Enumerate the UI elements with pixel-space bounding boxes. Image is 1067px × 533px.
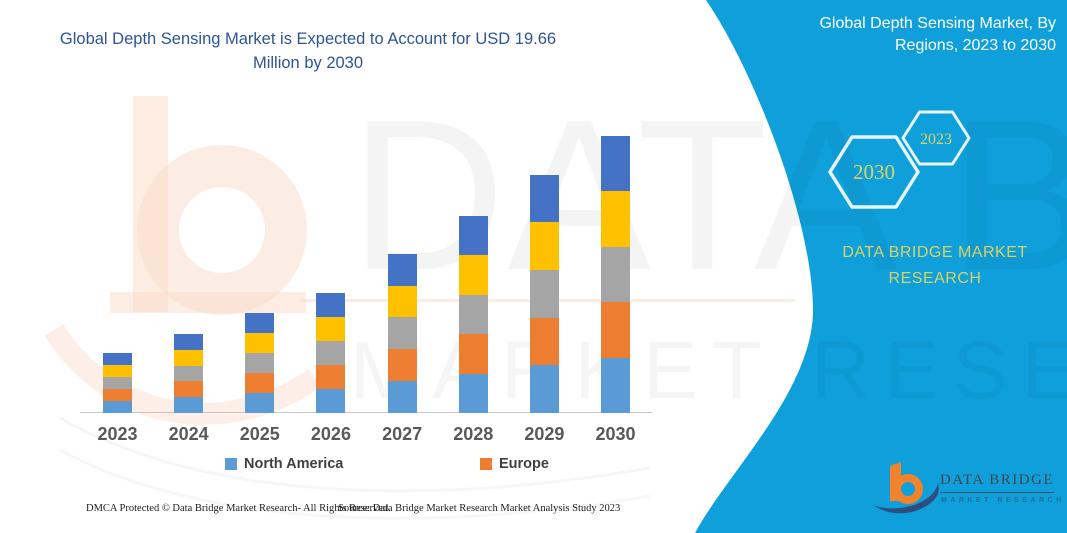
legend-label-north-america: North America xyxy=(244,456,344,472)
bar-2024-segment-Europe xyxy=(174,381,204,398)
bar-2026-segment-unlabeled-region-yellow xyxy=(316,317,346,342)
bar-2025-segment-unlabeled-region-yellow xyxy=(245,332,275,353)
x-axis-label-2027: 2027 xyxy=(382,424,423,444)
bar-2030-segment-unlabeled-region-gray xyxy=(601,246,631,303)
panel-title-line1: Global Depth Sensing Market, By xyxy=(819,15,1056,32)
bar-2023-segment-unlabeled-region-darkblue xyxy=(103,353,132,366)
legend-item-north-america: North America xyxy=(225,456,343,472)
blue-panel-shape xyxy=(695,0,1067,533)
hexagon-2023-label: 2023 xyxy=(920,131,952,148)
bar-2026-segment-unlabeled-region-darkblue xyxy=(316,293,346,318)
hexagon-2030-label: 2030 xyxy=(853,160,895,184)
bar-2029-segment-unlabeled-region-yellow xyxy=(529,222,559,271)
bar-2027-segment-unlabeled-region-gray xyxy=(387,317,417,350)
bar-2025-segment-Europe xyxy=(245,372,275,393)
databridge-logo-icon xyxy=(873,462,939,514)
bar-2025-segment-unlabeled-region-gray xyxy=(245,352,275,373)
x-axis-label-2024: 2024 xyxy=(168,424,209,444)
x-axis-label-2023: 2023 xyxy=(97,424,138,444)
hexagon-2023 xyxy=(901,110,971,166)
bar-2028-segment-unlabeled-region-darkblue xyxy=(458,215,488,256)
bar-2026-segment-unlabeled-region-gray xyxy=(316,341,346,366)
bar-2025-segment-North America xyxy=(245,392,275,413)
x-axis-line xyxy=(80,412,652,413)
legend-swatch-north-america xyxy=(225,458,237,470)
bar-2024-segment-unlabeled-region-darkblue xyxy=(174,334,204,350)
bar-2026-segment-Europe xyxy=(316,365,346,390)
swoosh-watermark xyxy=(44,324,322,425)
x-axis-label-2028: 2028 xyxy=(453,424,494,444)
brand-line2: RESEARCH xyxy=(888,270,982,287)
bar-2028-segment-unlabeled-region-yellow xyxy=(458,255,488,295)
source-footer-text: Source: Data Bridge Market Research Mark… xyxy=(338,503,621,514)
brand-wordmark: DATA BRIDGE MARKET RESEARCH xyxy=(805,240,1065,292)
bar-2028-segment-Europe xyxy=(458,334,488,374)
brand-line1: DATA BRIDGE MARKET xyxy=(842,244,1028,261)
bar-2030-segment-Europe xyxy=(601,302,631,358)
logo-swoosh xyxy=(873,483,939,514)
bar-2030-segment-unlabeled-region-yellow xyxy=(601,191,631,247)
panel-title-line2: Regions, 2023 to 2030 xyxy=(894,37,1056,54)
bar-2025-segment-unlabeled-region-darkblue xyxy=(245,312,275,333)
chart-title: Global Depth Sensing Market is Expected … xyxy=(48,27,568,75)
hexagon-2030 xyxy=(828,135,920,209)
legend-item-europe: Europe xyxy=(480,456,549,472)
x-axis-label-2025: 2025 xyxy=(239,424,280,444)
x-axis-label-2029: 2029 xyxy=(524,424,565,444)
bar-2024-segment-unlabeled-region-gray xyxy=(174,365,204,382)
bar-2029-segment-Europe xyxy=(529,317,559,366)
panel-title: Global Depth Sensing Market, By Regions,… xyxy=(756,13,1056,57)
bar-2030-segment-North America xyxy=(601,357,631,413)
bar-2029-segment-unlabeled-region-darkblue xyxy=(529,174,559,223)
bar-2028-segment-North America xyxy=(458,373,488,413)
logo-company-subtitle: MARKET RESEARCH xyxy=(941,497,1065,504)
bar-2028-segment-unlabeled-region-gray xyxy=(458,294,488,335)
chart-title-line2: Million by 2030 xyxy=(252,54,364,72)
datab-b-watermark xyxy=(44,96,795,425)
bar-2027-segment-unlabeled-region-yellow xyxy=(387,285,417,318)
bar-2027-segment-North America xyxy=(387,381,417,413)
hexagon-badges: 2023 2030 xyxy=(828,110,971,209)
bar-2027-segment-Europe xyxy=(387,349,417,382)
x-axis-label-2026: 2026 xyxy=(310,424,351,444)
bar-2023-segment-unlabeled-region-gray xyxy=(103,377,132,390)
bar-2023-segment-unlabeled-region-yellow xyxy=(103,365,132,378)
legend-swatch-europe xyxy=(480,458,492,470)
bar-2023-segment-North America xyxy=(103,401,132,413)
dmca-footer-text: DMCA Protected © Data Bridge Market Rese… xyxy=(86,503,391,514)
logo-company-name: DATA BRIDGE xyxy=(940,472,1055,493)
x-axis-label-2030: 2030 xyxy=(595,424,636,444)
bar-2023-segment-Europe xyxy=(103,389,132,401)
bar-2024-segment-unlabeled-region-yellow xyxy=(174,349,204,366)
bar-2024-segment-North America xyxy=(174,397,204,413)
bar-2026-segment-North America xyxy=(316,389,346,413)
legend-label-europe: Europe xyxy=(499,456,549,472)
bar-2030-segment-unlabeled-region-darkblue xyxy=(601,135,631,192)
bar-2029-segment-unlabeled-region-gray xyxy=(529,270,559,318)
bar-2027-segment-unlabeled-region-darkblue xyxy=(387,253,417,286)
chart-title-line1: Global Depth Sensing Market is Expected … xyxy=(59,30,557,48)
bar-2029-segment-North America xyxy=(529,365,559,413)
